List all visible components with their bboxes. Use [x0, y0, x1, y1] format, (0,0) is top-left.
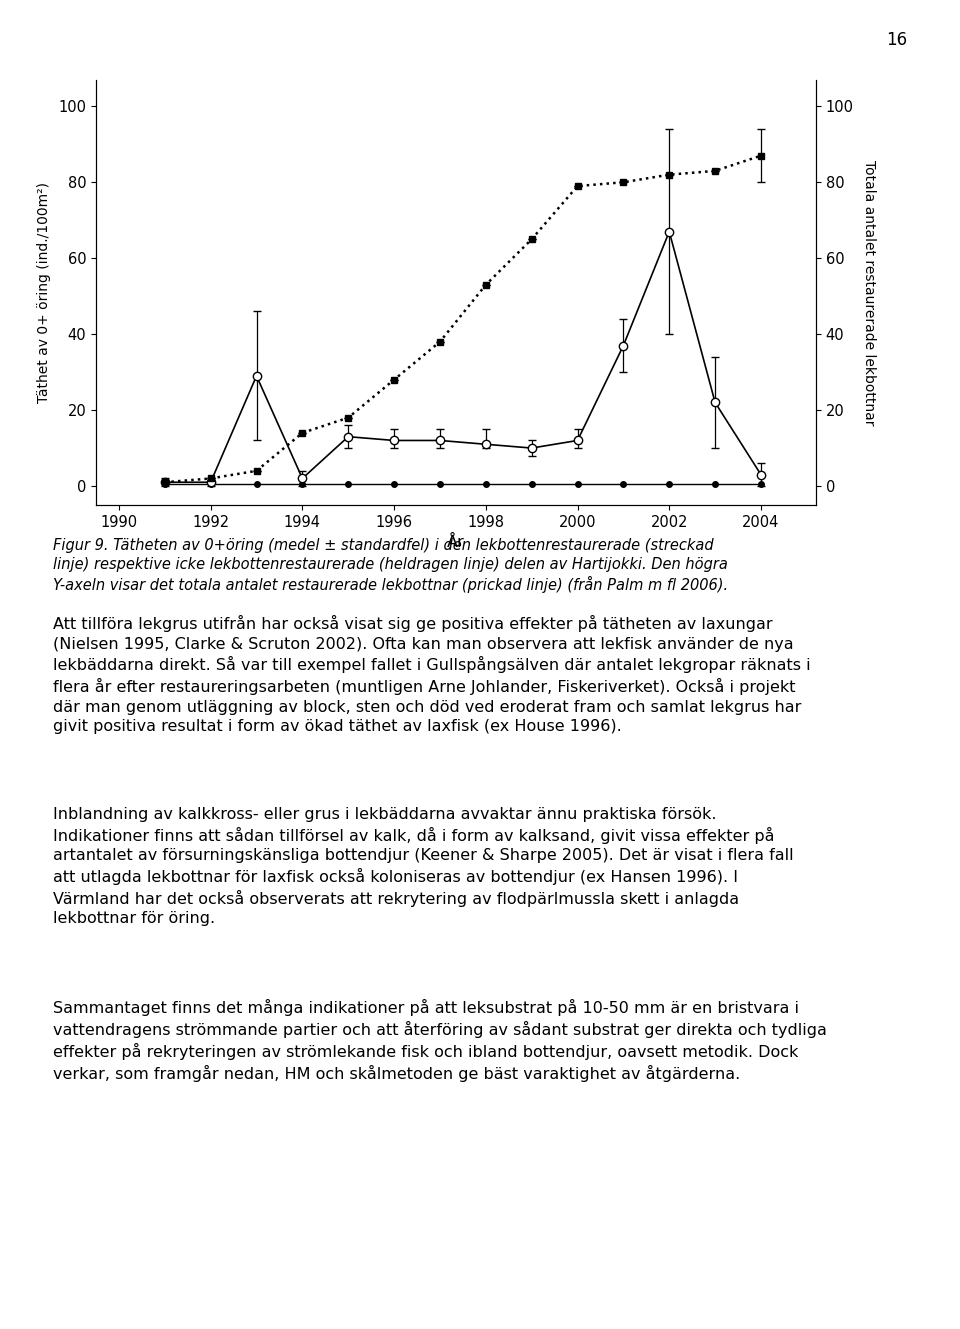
Y-axis label: Täthet av 0+ öring (ind./100m²): Täthet av 0+ öring (ind./100m²) [37, 182, 51, 403]
X-axis label: År: År [447, 534, 465, 550]
Text: Inblandning av kalkkross- eller grus i lekbäddarna avvaktar ännu praktiska försö: Inblandning av kalkkross- eller grus i l… [53, 807, 793, 926]
Text: 16: 16 [886, 31, 907, 49]
Y-axis label: Totala antalet restaurerade lekbottnar: Totala antalet restaurerade lekbottnar [862, 159, 876, 425]
Text: Att tillföra lekgrus utifrån har också visat sig ge positiva effekter på täthete: Att tillföra lekgrus utifrån har också v… [53, 615, 810, 734]
Text: Sammantaget finns det många indikationer på att leksubstrat på 10-50 mm är en br: Sammantaget finns det många indikationer… [53, 999, 827, 1082]
Text: Figur 9. Tätheten av 0+öring (medel ± standardfel) i den lekbottenrestaurerade (: Figur 9. Tätheten av 0+öring (medel ± st… [53, 538, 728, 593]
